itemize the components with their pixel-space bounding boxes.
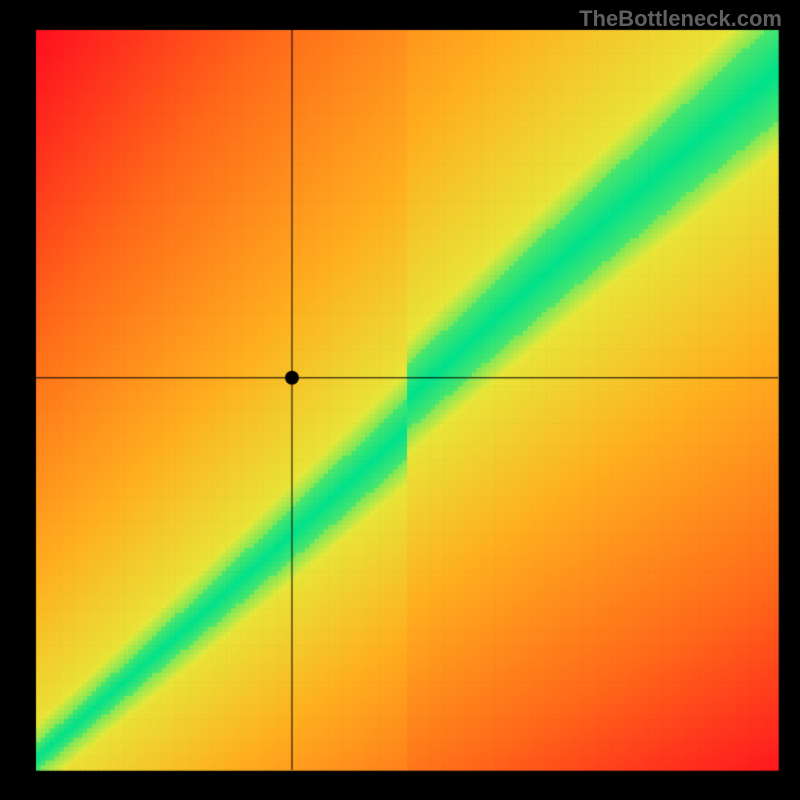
chart-container: TheBottleneck.com	[0, 0, 800, 800]
heatmap-canvas	[0, 0, 800, 800]
watermark-text: TheBottleneck.com	[579, 6, 782, 32]
